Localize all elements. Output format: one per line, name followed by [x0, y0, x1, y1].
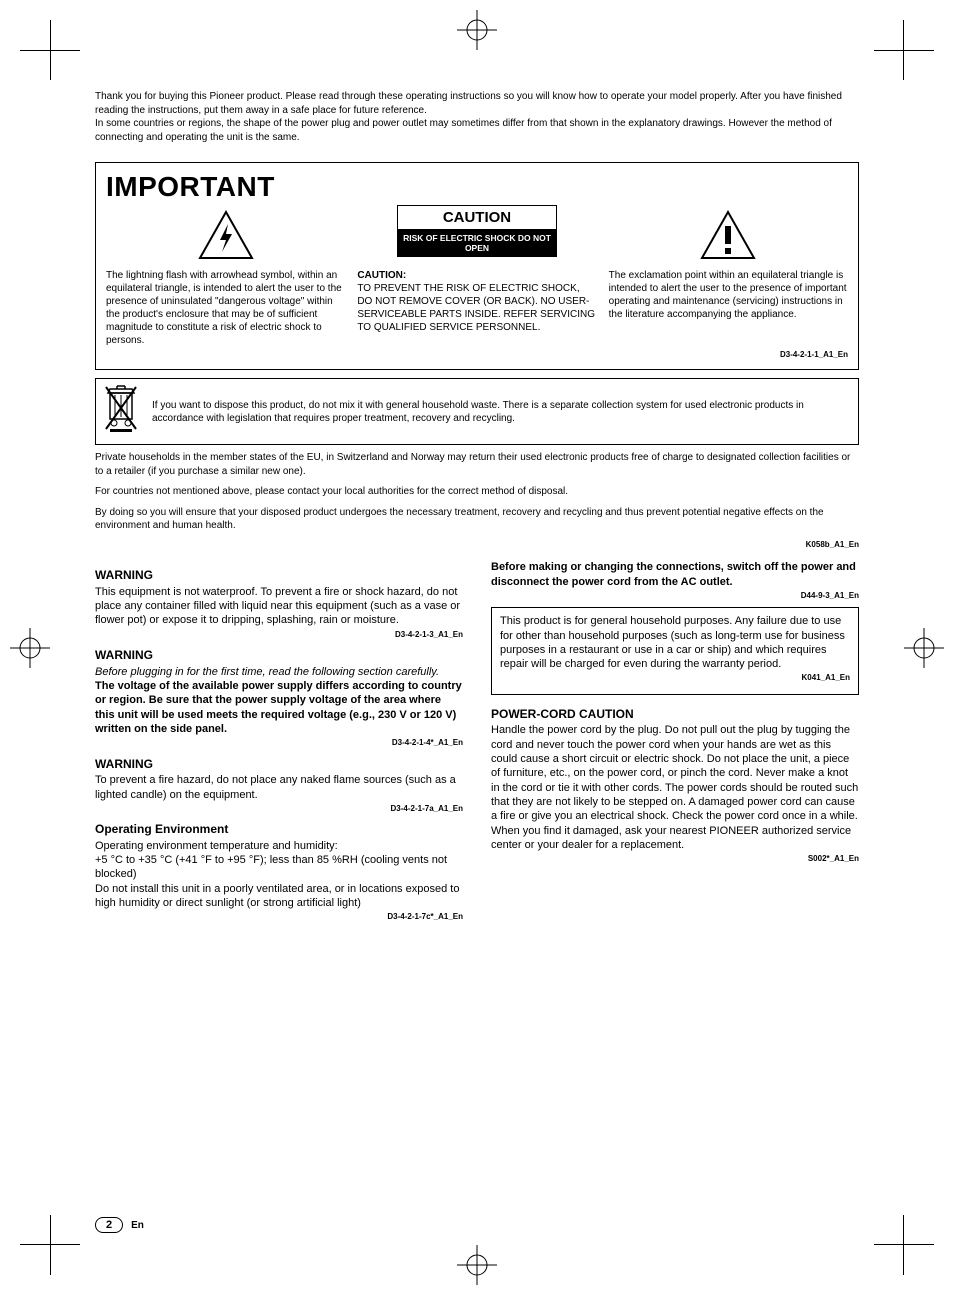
page-number: 2	[95, 1217, 123, 1233]
warning3-code: D3-4-2-1-7a_A1_En	[95, 804, 463, 814]
weee-code: K058b_A1_En	[95, 540, 859, 551]
powercord-body: Handle the power cord by the plug. Do no…	[491, 723, 859, 852]
intro-p1: Thank you for buying this Pioneer produc…	[95, 90, 859, 117]
page-content: Thank you for buying this Pioneer produc…	[0, 0, 954, 1295]
warning3-title: WARNING	[95, 757, 463, 773]
powercord-title: POWER-CORD CAUTION	[491, 707, 859, 723]
page-footer: 2 En	[95, 1217, 144, 1233]
powercord-code: S002*_A1_En	[491, 854, 859, 864]
registration-mark-right	[904, 628, 944, 668]
warning1-code: D3-4-2-1-3_A1_En	[95, 630, 463, 640]
household-box: This product is for general household pu…	[491, 607, 859, 695]
registration-mark-top	[457, 10, 497, 50]
warning3-body: To prevent a fire hazard, do not place a…	[95, 773, 463, 802]
intro-p2: In some countries or regions, the shape …	[95, 117, 859, 144]
household-code: K041_A1_En	[500, 673, 850, 683]
warning1-body: This equipment is not waterproof. To pre…	[95, 585, 463, 628]
registration-mark-bottom	[457, 1245, 497, 1285]
caution-heading: CAUTION:	[357, 269, 596, 282]
warning1-title: WARNING	[95, 568, 463, 584]
operating-env-p2: +5 °C to +35 °C (+41 °F to +95 °F); less…	[95, 853, 463, 882]
warning2-body: The voltage of the available power suppl…	[95, 679, 463, 736]
operating-env-p1: Operating environment temperature and hu…	[95, 839, 463, 853]
connection-note: Before making or changing the connection…	[491, 560, 859, 589]
connection-code: D44-9-3_A1_En	[491, 591, 859, 601]
two-column-section: WARNING This equipment is not waterproof…	[95, 560, 859, 926]
weee-box: If you want to dispose this product, do …	[95, 378, 859, 445]
important-col1: The lightning flash with arrowhead symbo…	[106, 207, 345, 347]
important-col2-text: TO PREVENT THE RISK OF ELECTRIC SHOCK, D…	[357, 282, 596, 334]
warning2-code: D3-4-2-1-4*_A1_En	[95, 738, 463, 748]
warning2-sub: Before plugging in for the first time, r…	[95, 665, 463, 679]
household-text: This product is for general household pu…	[500, 614, 850, 671]
weee-p1: Private households in the member states …	[95, 451, 859, 478]
intro-text: Thank you for buying this Pioneer produc…	[95, 90, 859, 144]
warning2-title: WARNING	[95, 648, 463, 664]
important-col1-text: The lightning flash with arrowhead symbo…	[106, 269, 345, 347]
caution-sub: RISK OF ELECTRIC SHOCK DO NOT OPEN	[398, 230, 556, 256]
important-code: D3-4-2-1-1_A1_En	[106, 350, 848, 359]
operating-env-title: Operating Environment	[95, 822, 463, 838]
important-col2: CAUTION RISK OF ELECTRIC SHOCK DO NOT OP…	[357, 207, 596, 347]
registration-mark-left	[10, 628, 50, 668]
right-column: Before making or changing the connection…	[491, 560, 859, 926]
operating-env-code: D3-4-2-1-7c*_A1_En	[95, 912, 463, 922]
caution-label: CAUTION	[398, 206, 556, 231]
weee-bin-icon	[102, 385, 140, 438]
weee-text: If you want to dispose this product, do …	[152, 399, 852, 425]
caution-box-icon: CAUTION RISK OF ELECTRIC SHOCK DO NOT OP…	[357, 207, 596, 263]
exclamation-triangle-icon	[609, 207, 848, 263]
weee-followup: Private households in the member states …	[95, 451, 859, 550]
important-box: IMPORTANT The lightning flash with arrow…	[95, 162, 859, 370]
important-col3-text: The exclamation point within an equilate…	[609, 269, 848, 321]
weee-p3: By doing so you will ensure that your di…	[95, 506, 859, 533]
operating-env-p3: Do not install this unit in a poorly ven…	[95, 882, 463, 911]
page-lang: En	[131, 1220, 144, 1231]
left-column: WARNING This equipment is not waterproof…	[95, 560, 463, 926]
important-title: IMPORTANT	[106, 171, 848, 203]
lightning-triangle-icon	[106, 207, 345, 263]
weee-p2: For countries not mentioned above, pleas…	[95, 485, 859, 499]
important-col3: The exclamation point within an equilate…	[609, 207, 848, 347]
